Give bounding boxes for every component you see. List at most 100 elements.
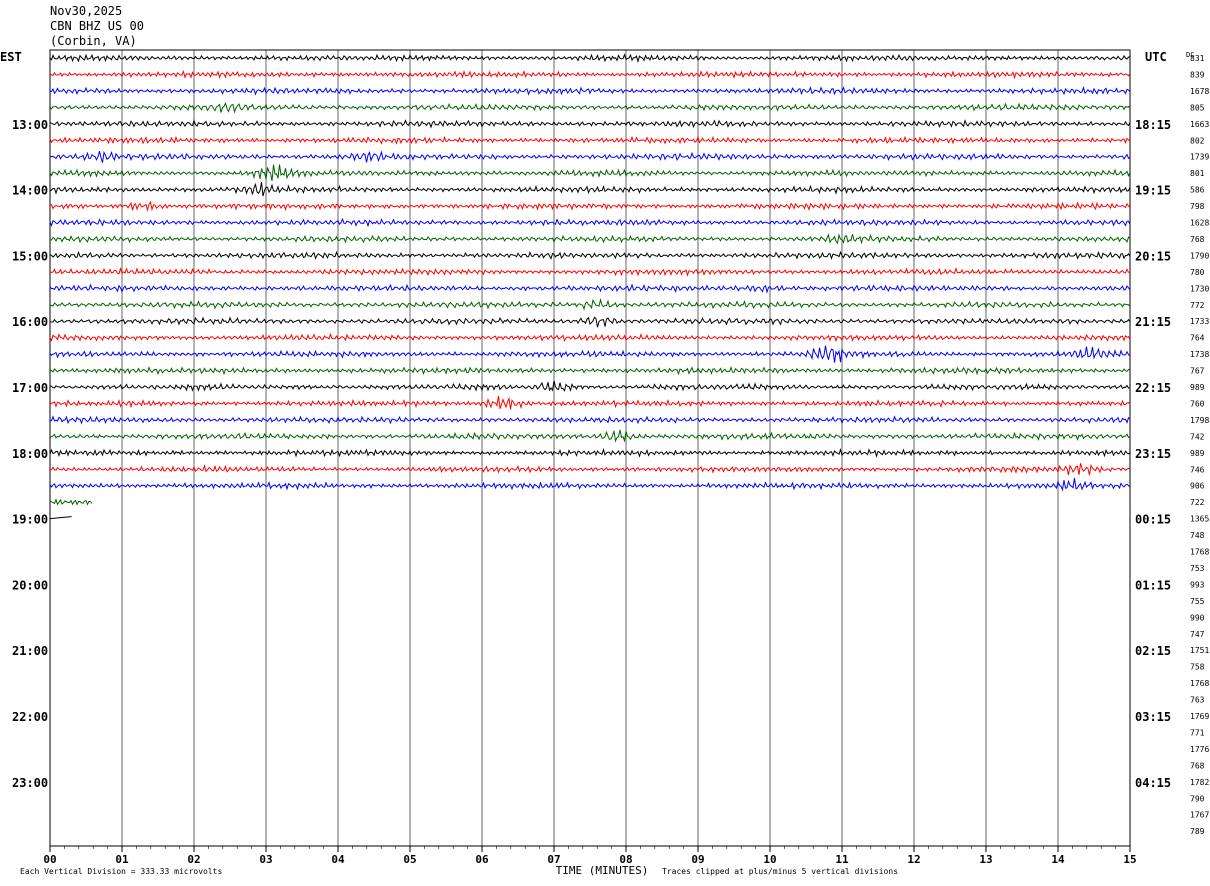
seismic-trace xyxy=(49,380,1131,392)
x-tick-label: 12 xyxy=(907,853,920,866)
dc-offset-label: 805 xyxy=(1190,103,1205,112)
dc-offset-label: 746 xyxy=(1190,465,1205,474)
x-tick-label: 07 xyxy=(547,853,560,866)
dc-offset-label: 768 xyxy=(1190,235,1205,244)
est-hour-label: 22:00 xyxy=(12,710,48,724)
dc-offset-label: 801 xyxy=(1190,169,1205,178)
dc-offset-label: 767 xyxy=(1190,367,1205,376)
utc-hour-label: 03:15 xyxy=(1135,710,1171,724)
est-hour-label: 14:00 xyxy=(12,184,48,198)
x-tick-label: 13 xyxy=(979,853,992,866)
dc-offset-label: 764 xyxy=(1190,334,1205,343)
utc-hour-label: 01:15 xyxy=(1135,578,1171,592)
trace-stub xyxy=(49,516,72,520)
dc-offset-label: 742 xyxy=(1190,432,1205,441)
utc-hour-label: 00:15 xyxy=(1135,513,1171,527)
x-tick-label: 06 xyxy=(475,853,489,866)
dc-offset-label: 802 xyxy=(1190,136,1205,145)
dc-offset-label: 768 xyxy=(1190,761,1205,770)
x-tick-label: 01 xyxy=(115,853,129,866)
dc-offset-label: 1798 xyxy=(1190,416,1209,425)
seismic-trace xyxy=(50,150,1131,163)
x-tick-label: 03 xyxy=(259,853,272,866)
x-tick-label: 08 xyxy=(619,853,632,866)
dc-offset-label: 1663 xyxy=(1190,120,1209,129)
dc-offset-label: 831 xyxy=(1190,54,1205,63)
utc-hour-label: 02:15 xyxy=(1135,644,1171,658)
dc-offset-label: 798 xyxy=(1190,202,1205,211)
utc-zone-label: UTC xyxy=(1145,50,1167,64)
record-date: Nov30,2025 xyxy=(50,4,123,18)
dc-offset-label: 839 xyxy=(1190,70,1205,79)
utc-hour-label: 20:15 xyxy=(1135,249,1171,263)
seismic-trace xyxy=(49,182,1131,197)
seismic-trace xyxy=(49,365,1131,376)
est-hour-label: 23:00 xyxy=(12,776,48,790)
est-hour-label: 17:00 xyxy=(12,381,48,395)
dc-offset-label: 753 xyxy=(1190,564,1205,573)
seismic-trace xyxy=(49,345,1131,363)
seismic-trace xyxy=(49,217,1131,228)
seismic-trace xyxy=(49,164,1131,181)
est-hour-label: 21:00 xyxy=(12,644,48,658)
seismic-trace xyxy=(49,101,1131,114)
x-tick-label: 02 xyxy=(187,853,200,866)
dc-offset-label: 722 xyxy=(1190,498,1205,507)
seismic-trace xyxy=(49,69,1131,80)
dc-offset-label: 763 xyxy=(1190,696,1205,705)
dc-offset-label: 772 xyxy=(1190,301,1205,310)
plot-frame xyxy=(49,49,1131,847)
station-location: (Corbin, VA) xyxy=(50,34,137,48)
scale-note: Each Vertical Division = 333.33 microvol… xyxy=(20,867,223,876)
dc-offset-label: 748 xyxy=(1190,531,1205,540)
seismic-trace xyxy=(49,332,1131,343)
seismic-trace xyxy=(49,200,1131,212)
est-hour-label: 18:00 xyxy=(12,447,48,461)
seismic-trace xyxy=(49,429,1131,443)
seismic-trace xyxy=(49,395,1131,410)
dc-offset-label: 989 xyxy=(1190,383,1205,392)
seismic-trace xyxy=(49,53,1131,64)
dc-offset-label: 1790 xyxy=(1190,251,1209,260)
dc-offset-label: 790 xyxy=(1190,794,1205,803)
dc-offset-label: 771 xyxy=(1190,728,1205,737)
x-axis-title: TIME (MINUTES) xyxy=(556,864,649,877)
dc-offset-label: 1768 xyxy=(1190,679,1209,688)
seismic-trace xyxy=(49,266,1131,277)
seismic-trace xyxy=(49,477,1131,492)
seismic-trace xyxy=(49,135,1131,145)
seismic-trace xyxy=(49,316,1131,328)
est-hour-label: 13:00 xyxy=(12,118,48,132)
est-hour-label: 15:00 xyxy=(12,249,48,263)
dc-offset-label: 1365 xyxy=(1190,515,1209,524)
seismic-trace xyxy=(49,415,1131,425)
dc-offset-label: 1678 xyxy=(1190,87,1209,96)
seismic-trace xyxy=(49,250,1131,260)
x-tick-label: 00 xyxy=(43,853,56,866)
utc-hour-label: 19:15 xyxy=(1135,184,1171,198)
dc-offset-label: 1776 xyxy=(1190,745,1209,754)
x-tick-label: 14 xyxy=(1051,853,1065,866)
seismic-trace xyxy=(49,447,1131,458)
seismic-trace xyxy=(49,498,93,506)
dc-offset-label: 1767 xyxy=(1190,811,1209,820)
dc-offset-label: 1769 xyxy=(1190,712,1209,721)
seismic-trace xyxy=(49,85,1131,96)
est-zone-label: EST xyxy=(0,50,22,64)
dc-offset-label: 760 xyxy=(1190,399,1205,408)
dc-offset-label: 1739 xyxy=(1190,153,1209,162)
dc-offset-label: 1768 xyxy=(1190,548,1209,557)
utc-hour-label: 22:15 xyxy=(1135,381,1171,395)
x-tick-label: 10 xyxy=(763,853,776,866)
seismic-trace xyxy=(50,463,1131,476)
seismic-trace xyxy=(49,283,1131,294)
dc-offset-label: 1782 xyxy=(1190,778,1209,787)
x-tick-label: 05 xyxy=(403,853,416,866)
dc-offset-label: 1738 xyxy=(1190,350,1209,359)
dc-offset-label: 780 xyxy=(1190,268,1205,277)
x-tick-label: 15 xyxy=(1123,853,1136,866)
x-tick-label: 11 xyxy=(835,853,849,866)
dc-label: DC xyxy=(1186,51,1194,59)
dc-offset-label: 993 xyxy=(1190,580,1205,589)
